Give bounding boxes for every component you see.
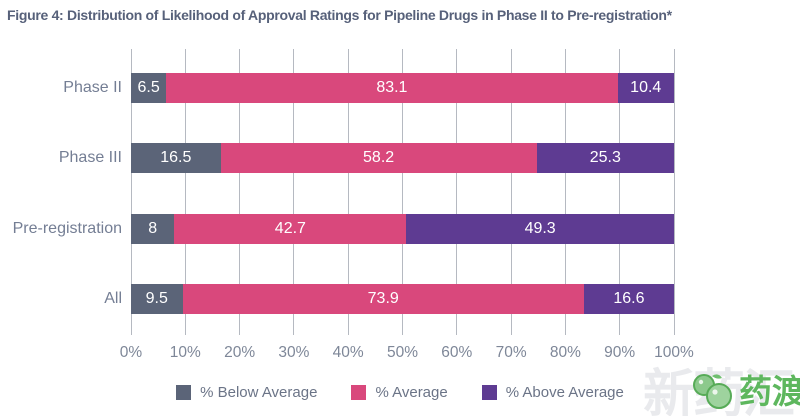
bar-value-label: 58.2: [363, 149, 395, 166]
gridline: [564, 49, 566, 335]
category-label: All: [104, 290, 122, 307]
bar-value-label: 49.3: [524, 219, 556, 237]
x-tick-label: 20%: [224, 344, 256, 361]
bar-value-label: 8: [148, 219, 158, 237]
bar-value-label: 73.9: [367, 290, 399, 307]
legend-swatch-icon: [176, 385, 192, 400]
x-tick-label: 40%: [332, 344, 364, 361]
gridline: [510, 49, 512, 335]
bar-segment: 58.2: [220, 143, 537, 173]
legend-label: % Average: [375, 384, 448, 401]
gridline: [347, 49, 349, 335]
bar-row: 9.5 73.9 16.6: [131, 284, 674, 314]
legend-item: % Average: [351, 384, 448, 401]
bar-segment: 83.1: [166, 72, 618, 103]
legend-label: % Above Average: [505, 384, 624, 401]
legend: % Below Average % Average % Above Average: [0, 384, 800, 401]
legend-label: % Below Average: [200, 384, 318, 401]
bar-segment: 10.4: [617, 72, 674, 103]
x-tick-label: 100%: [654, 344, 694, 361]
category-axis: Phase II Phase III Pre-registration All: [0, 49, 122, 335]
plot-area: 6.5 83.1 10.4 16.5 58.2 25.3 8 42.7 49.3 9.5 73.9 1…: [130, 49, 675, 335]
bar-row: 16.5 58.2 25.3: [131, 143, 674, 173]
bar-segment: 73.9: [182, 284, 584, 314]
bar-row: 8 42.7 49.3: [131, 213, 674, 244]
gridline: [619, 49, 621, 335]
bar-segment: 49.3: [406, 213, 674, 244]
bar-segment: 8: [131, 213, 175, 244]
x-tick-label: 50%: [386, 344, 419, 361]
x-tick-label: 80%: [549, 344, 581, 361]
bar-row: 6.5 83.1 10.4: [131, 72, 674, 103]
bar-value-label: 9.5: [145, 290, 168, 307]
x-tick-label: 70%: [495, 344, 527, 361]
bar-value-label: 25.3: [589, 149, 621, 166]
bar-value-label: 16.6: [613, 290, 645, 307]
legend-swatch-icon: [481, 385, 497, 400]
bar-segment: 25.3: [536, 143, 674, 173]
category-label: Phase III: [58, 149, 122, 166]
legend-item: % Below Average: [176, 384, 317, 401]
bar-value-label: 16.5: [160, 149, 192, 166]
x-tick-label: 60%: [441, 344, 473, 361]
bar-segment: 6.5: [131, 72, 167, 103]
bar-value-label: 10.4: [630, 78, 662, 96]
x-tick-label: 0%: [119, 344, 143, 361]
gridline: [130, 49, 132, 335]
gridline: [402, 49, 403, 335]
bar-segment: 9.5: [131, 284, 183, 314]
gridline: [239, 49, 241, 335]
legend-item: % Above Average: [481, 384, 624, 401]
gridline: [184, 49, 186, 335]
bar-segment: 16.6: [583, 284, 674, 314]
bar-value-label: 83.1: [376, 78, 408, 96]
gridline: [456, 49, 458, 335]
bar-value-label: 42.7: [274, 219, 306, 237]
chart-title: Figure 4: Distribution of Likelihood of …: [7, 7, 672, 23]
category-label: Phase II: [63, 78, 122, 96]
legend-swatch-icon: [351, 385, 367, 400]
gridline: [673, 49, 675, 335]
x-tick-label: 30%: [278, 344, 310, 361]
gridline: [293, 49, 295, 335]
category-label: Pre-registration: [12, 219, 122, 237]
x-tick-label: 10%: [169, 344, 201, 361]
x-tick-label: 90%: [604, 344, 636, 361]
bar-segment: 16.5: [131, 143, 221, 173]
bar-value-label: 6.5: [137, 78, 160, 96]
x-axis: 0% 10% 20% 30% 40% 50% 60% 70% 80% 90% 100%: [120, 344, 694, 364]
bar-segment: 42.7: [174, 213, 407, 244]
